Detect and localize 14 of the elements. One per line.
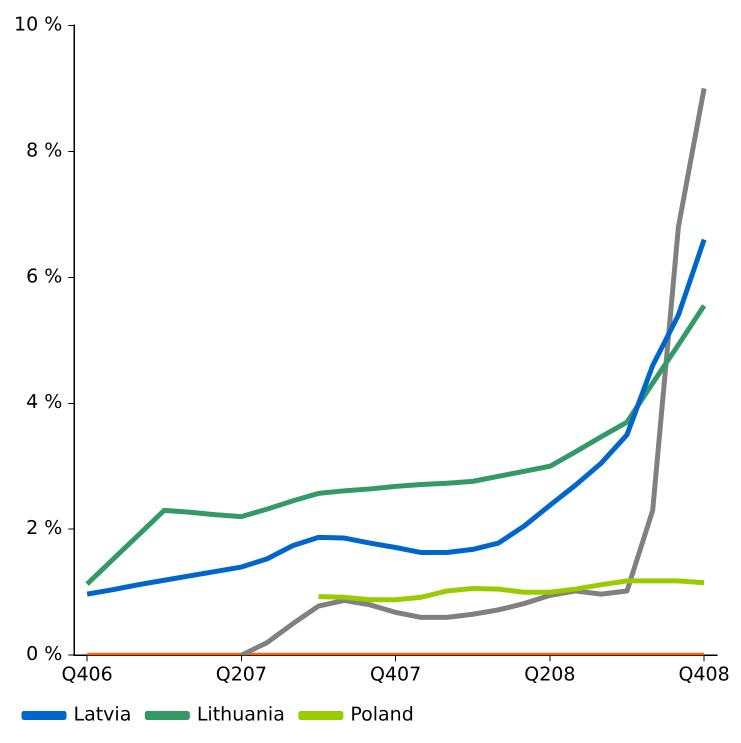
y-tick-label: 4 % [26,391,62,414]
x-tick-label: Q208 [524,664,576,686]
legend-label: Poland [350,703,414,726]
y-tick-label: 2 % [26,517,62,540]
y-tick-label: 6 % [26,265,62,288]
x-tick-label: Q408 [678,664,730,686]
y-tick-label: 10 % [14,13,62,36]
y-tick-label: 8 % [26,139,62,162]
legend-label: Latvia [74,703,132,726]
x-tick-label: Q406 [62,664,113,686]
legend-label: Lithuania [196,703,285,726]
y-tick-label: 0 % [26,643,62,666]
x-tick-label: Q207 [216,664,267,686]
x-tick-label: Q407 [370,664,422,686]
